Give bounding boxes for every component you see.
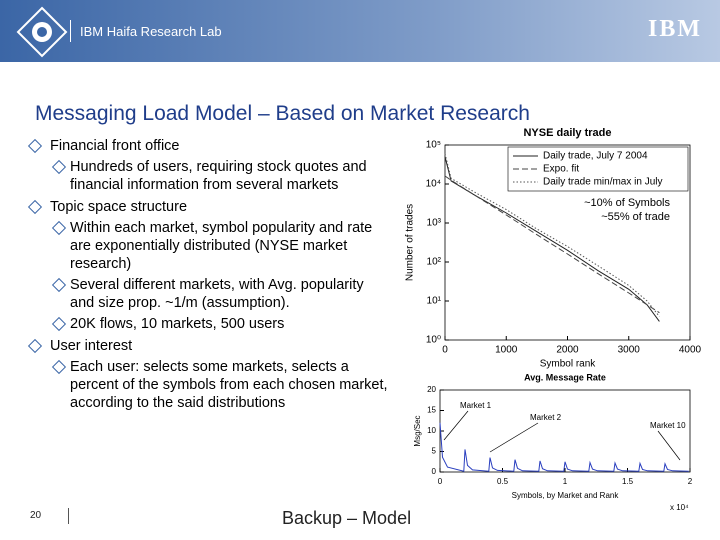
annotation: Market 2 [530, 413, 562, 422]
annotation-arrow [657, 430, 681, 461]
legend-label: Daily trade min/max in July [543, 177, 662, 188]
x-tick-label: 1.5 [622, 477, 634, 486]
x-tick-label: 1 [563, 477, 568, 486]
series-line [439, 422, 689, 472]
y-tick-label: 10⁵ [426, 140, 441, 151]
sub-bullet: Within each market, symbol popularity an… [52, 219, 388, 273]
annotation-arrow [443, 410, 469, 441]
x-tick-label: 0.5 [497, 477, 509, 486]
footer-section: Backup – Model [282, 508, 412, 528]
series-line [444, 153, 660, 317]
y-tick-label: 20 [427, 385, 436, 394]
y-tick-label: 15 [427, 406, 436, 415]
x-tick-label: 1000 [495, 345, 518, 356]
y-tick-label: 10⁰ [426, 335, 441, 346]
legend-label: Daily trade, July 7 2004 [543, 151, 648, 162]
bullet-list: Financial front office Hundreds of users,… [28, 133, 388, 412]
x-tick-label: 2 [688, 477, 693, 486]
y-tick-label: 10¹ [427, 296, 442, 307]
bullet: User interest [28, 337, 388, 355]
x-tick-label: 2000 [556, 345, 579, 356]
slide-title: Messaging Load Model – Based on Market R… [35, 102, 530, 125]
annotation: Market 10 [650, 421, 686, 430]
annotation: Market 1 [460, 401, 492, 410]
page-number: 20 [30, 510, 42, 521]
plot-frame [439, 389, 691, 473]
bullet: Topic space structure [28, 198, 388, 216]
bullet: Financial front office [28, 137, 388, 155]
ibm-logo: IBM [648, 16, 702, 42]
legend-label: Expo. fit [543, 164, 579, 175]
x-axis-label: Symbol rank [540, 359, 597, 370]
annotation-arrow [489, 422, 539, 453]
x-tick-label: 3000 [618, 345, 641, 356]
chart-title: Avg. Message Rate [524, 372, 606, 382]
legend-box [507, 146, 689, 192]
annotation: ~10% of Symbols [584, 197, 670, 209]
y-tick-label: 10² [427, 257, 442, 268]
x-multiplier: x 10⁴ [670, 503, 689, 512]
series-line [444, 175, 660, 314]
annotation: ~55% of trade [601, 211, 670, 223]
logo-icon [16, 6, 68, 58]
x-tick-label: 4000 [679, 345, 702, 356]
y-tick-label: 10³ [427, 218, 442, 229]
y-axis-label: Number of trades [405, 204, 416, 281]
chart-title: NYSE daily trade [523, 127, 611, 139]
header: IBM Haifa Research Lab IBM [0, 0, 720, 62]
sub-bullet: Several different markets, with Avg. pop… [52, 276, 388, 312]
sub-bullet: Hundreds of users, requiring stock quote… [52, 158, 388, 194]
x-axis-label: Symbols, by Market and Rank [512, 491, 620, 500]
y-tick-label: 10⁴ [426, 179, 441, 190]
lab-name: IBM Haifa Research Lab [80, 24, 222, 39]
sub-bullet: Each user: selects some markets, selects… [52, 358, 388, 412]
x-tick-label: 0 [438, 477, 443, 486]
y-tick-label: 0 [432, 467, 437, 476]
y-axis-label: Msg/Sec [413, 415, 422, 446]
sub-bullet: 20K flows, 10 markets, 500 users [52, 315, 388, 333]
y-tick-label: 5 [432, 447, 437, 456]
x-tick-label: 0 [442, 345, 448, 356]
y-tick-label: 10 [427, 426, 436, 435]
